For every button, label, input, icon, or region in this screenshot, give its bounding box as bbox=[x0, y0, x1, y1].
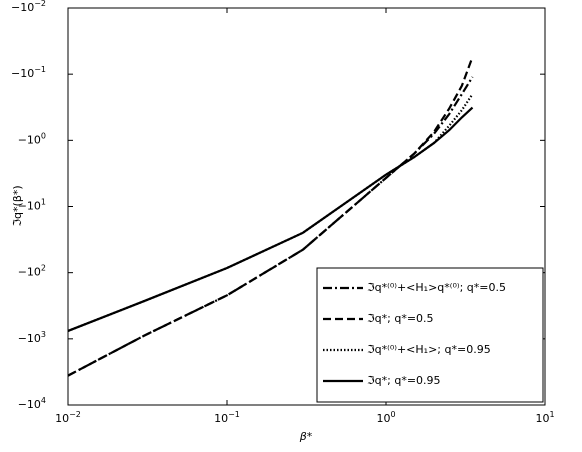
y-tick-exponent: 2 bbox=[41, 263, 46, 272]
y-tick-label: −104 bbox=[18, 396, 46, 412]
legend-label: ℑq*⁽⁰⁾+<H₁>q*⁽⁰⁾; q*=0.5 bbox=[367, 281, 506, 294]
y-tick-base: −10 bbox=[18, 133, 41, 146]
y-tick-label: −10−2 bbox=[11, 0, 46, 14]
y-tick-base: −10 bbox=[18, 398, 41, 411]
legend-label: ℑq*; q*=0.5 bbox=[367, 312, 434, 325]
x-tick-label: 100 bbox=[376, 410, 395, 426]
x-tick-exponent: −1 bbox=[228, 410, 240, 419]
y-axis-label: ℑq*(β*) bbox=[11, 185, 24, 226]
x-tick-label: 101 bbox=[535, 410, 554, 426]
y-tick-exponent: 0 bbox=[41, 131, 46, 140]
y-tick-label: −102 bbox=[18, 263, 46, 279]
x-tick-exponent: 1 bbox=[549, 410, 554, 419]
x-tick-label: 10−2 bbox=[55, 410, 81, 426]
x-tick-base: 10 bbox=[55, 412, 69, 425]
y-tick-base: −10 bbox=[18, 200, 41, 213]
y-tick-label: −103 bbox=[18, 329, 46, 345]
x-tick-exponent: 0 bbox=[390, 410, 395, 419]
y-tick-exponent: −2 bbox=[34, 0, 46, 8]
y-tick-label: −101 bbox=[18, 197, 46, 213]
x-tick-base: 10 bbox=[376, 412, 390, 425]
legend-label: ℑq*⁽⁰⁾+<H₁>; q*=0.95 bbox=[367, 343, 491, 356]
series-line bbox=[67, 106, 474, 332]
x-tick-base: 10 bbox=[214, 412, 228, 425]
y-tick-base: −10 bbox=[18, 266, 41, 279]
y-tick-label: −100 bbox=[18, 131, 46, 147]
series-line bbox=[67, 56, 474, 377]
x-tick-exponent: −2 bbox=[69, 410, 81, 419]
y-tick-base: −10 bbox=[18, 332, 41, 345]
legend-label: ℑq*; q*=0.95 bbox=[367, 374, 441, 387]
y-tick-exponent: 1 bbox=[41, 197, 46, 206]
x-axis-label: β* bbox=[299, 430, 313, 443]
y-tick-exponent: 4 bbox=[41, 396, 46, 405]
y-tick-exponent: 3 bbox=[41, 329, 46, 338]
legend-box bbox=[316, 267, 544, 403]
y-tick-base: −10 bbox=[11, 1, 34, 14]
y-tick-exponent: −1 bbox=[34, 65, 46, 74]
y-tick-base: −10 bbox=[11, 67, 34, 80]
x-tick-label: 10−1 bbox=[214, 410, 240, 426]
y-tick-label: −10−1 bbox=[11, 65, 46, 81]
x-tick-base: 10 bbox=[535, 412, 549, 425]
